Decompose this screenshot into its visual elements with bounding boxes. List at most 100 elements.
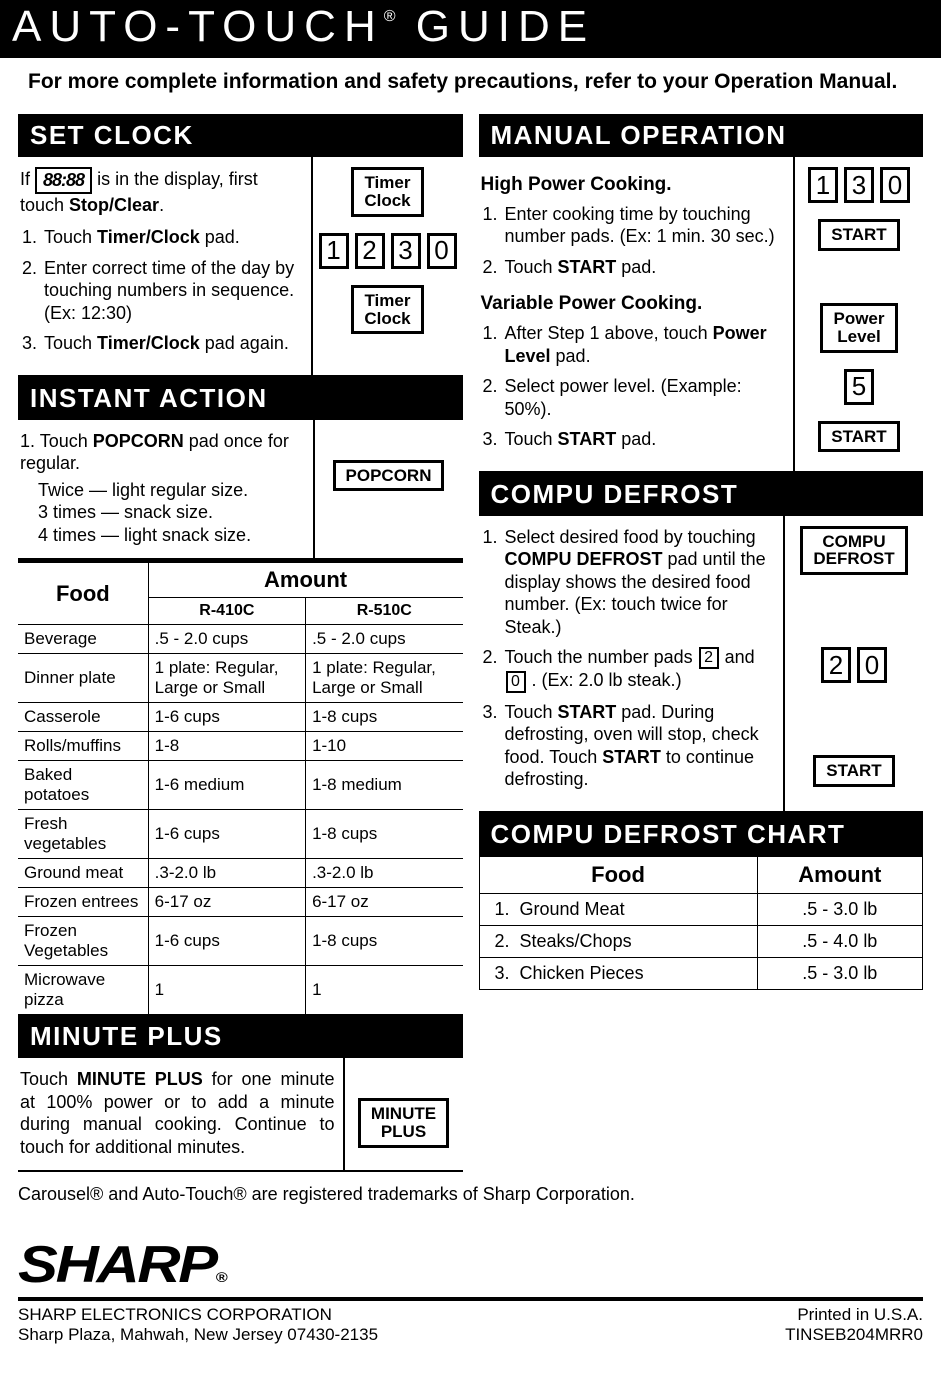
amt-a-cell: 1-6 cups [148,810,305,859]
sc-step-1: Touch Timer/Clock pad. [42,226,303,249]
reg-mark: ® [384,8,396,25]
amt-b-cell: 1-8 cups [306,917,463,966]
table-row: Dinner plate 1 plate: Regular, Large or S… [18,654,463,703]
footer: SHARP® SHARP ELECTRONICS CORPORATION Sha… [0,1235,941,1346]
digit-1: 1 [319,233,349,269]
table-row: 1. Ground Meat.5 - 3.0 lb [479,893,923,925]
power-level-pad-icon: Power Level [820,303,897,353]
compu-defrost-pad-icon: COMPU DEFROST [800,526,907,576]
cd-digit-0: 0 [857,647,887,683]
vp3-b: START [558,429,617,449]
ia-sub3: 4 times — light snack size. [20,524,305,547]
sc3-post: pad again. [200,333,289,353]
sharp-logo-text: SHARP [18,1236,216,1294]
vp1-post: pad. [551,346,591,366]
compu-defrost-text: Select desired food by touching COMPU DE… [479,516,784,811]
cd1-pre: Select desired food by touching [505,527,756,547]
amt-a-cell: 6-17 oz [148,888,305,917]
title-pre: AUTO-TOUCH [12,2,384,51]
amount-hdr-row: Food Amount [18,563,463,598]
food-cell: Frozen Vegetables [18,917,148,966]
start-pad-icon-2: START [818,421,899,453]
amt-b-cell: 1-8 medium [306,761,463,810]
amt-b-cell: 1 plate: Regular, Large or Small [306,654,463,703]
table-row: Beverage.5 - 2.0 cups.5 - 2.0 cups [18,625,463,654]
amt-a-cell: 1-6 cups [148,703,305,732]
compu-defrost-header: COMPU DEFROST [479,473,924,516]
amt-a-cell: 1-6 medium [148,761,305,810]
hp1-pre: Enter cooking time by touching number pa… [505,204,775,247]
inline-digit-0: 0 [506,671,526,693]
amt-b-cell: 6-17 oz [306,888,463,917]
food-cell: Frozen entrees [18,888,148,917]
vp-step-2: Select power level. (Example: 50%). [503,375,786,420]
printed-in: Printed in U.S.A. [797,1305,923,1324]
mo-digit-1: 1 [808,167,838,203]
defrost-rows: 1. Ground Meat.5 - 3.0 lb 2. Steaks/Chop… [479,893,923,989]
minute-plus-header: MINUTE PLUS [18,1015,463,1058]
table-row: Fresh vegetables1-6 cups1-8 cups [18,810,463,859]
cd3-b2: START [602,747,661,767]
table-row: Frozen Vegetables1-6 cups1-8 cups [18,917,463,966]
table-row: Casserole1-6 cups1-8 cups [18,703,463,732]
table-row: 3. Chicken Pieces.5 - 3.0 lb [479,957,923,989]
vp2-pre: Select power level. (Example: 50%). [505,376,742,419]
food-cell: Dinner plate [18,654,148,703]
mo-digit-3: 3 [844,167,874,203]
dc-food-cell: 2. Steaks/Chops [479,925,757,957]
corp-addr: Sharp Plaza, Mahwah, New Jersey 07430-21… [18,1325,378,1344]
right-column: MANUAL OPERATION High Power Cooking. Ent… [479,114,924,1172]
cd2-pre: Touch the number pads [505,647,698,667]
sc-digits: 1 2 3 0 [319,233,457,269]
timer-clock-pad-icon: Timer Clock [351,167,423,217]
cd3-pre: Touch [505,702,558,722]
table-row: Frozen entrees6-17 oz6-17 oz [18,888,463,917]
set-clock-buttons: Timer Clock 1 2 3 0 Timer Clock [311,157,463,375]
compu-defrost-body: Select desired food by touching COMPU DE… [479,516,924,813]
vp1-pre: After Step 1 above, touch [505,323,713,343]
amt-b-cell: .5 - 2.0 cups [306,625,463,654]
footer-left: SHARP ELECTRONICS CORPORATION Sharp Plaz… [18,1305,378,1346]
cd2-mid: and [720,647,755,667]
amount-rows: Beverage.5 - 2.0 cups.5 - 2.0 cupsDinner… [18,625,463,1015]
set-clock-text: If 88:88 is in the display, first touch … [18,157,311,375]
start-pad-icon: START [818,219,899,251]
popcorn-pad-icon: POPCORN [333,460,445,492]
ia-pre: 1. Touch [20,431,93,451]
logo-reg: ® [216,1269,226,1285]
high-steps: Enter cooking time by touching number pa… [481,203,786,279]
vp3-pre: Touch [505,429,558,449]
mo-digits: 1 3 0 [808,167,910,203]
display-8888: 88:88 [35,167,92,194]
minute-plus-pad-icon: MINUTE PLUS [358,1098,449,1148]
amt-b-cell: 1-8 cups [306,703,463,732]
vp3-post: pad. [616,429,656,449]
dc-amt-cell: .5 - 3.0 lb [757,957,922,989]
hp-step-1: Enter cooking time by touching number pa… [503,203,786,248]
table-row: Microwave pizza11 [18,966,463,1015]
intro-text: For more complete information and safety… [0,58,941,114]
timer-clock-pad-icon-2: Timer Clock [351,285,423,335]
sc-step-3: Touch Timer/Clock pad again. [42,332,303,355]
food-cell: Casserole [18,703,148,732]
instant-action-header: INSTANT ACTION [18,377,463,420]
set-clock-steps: Touch Timer/Clock pad. Enter correct tim… [20,226,303,355]
hp2-pre: Touch [505,257,558,277]
cd3-b1: START [558,702,617,722]
cd-digit-2: 2 [821,647,851,683]
digit-2: 2 [355,233,385,269]
manual-op-body: High Power Cooking. Enter cooking time b… [479,157,924,473]
amount-table-wrap: Food Amount R-410C R-510C Beverage.5 - 2… [18,558,463,1015]
manual-op-buttons: 1 3 0 START Power Level 5 START [793,157,923,471]
corp-name: SHARP ELECTRONICS CORPORATION [18,1305,332,1324]
sc-step-2: Enter correct time of the day by touchin… [42,257,303,325]
sc1-post: pad. [200,227,240,247]
ia-sub1: Twice — light regular size. [20,479,305,502]
amt-b-cell: 1-10 [306,732,463,761]
set-clock-header: SET CLOCK [18,114,463,157]
table-row: Baked potatoes1-6 medium1-8 medium [18,761,463,810]
amount-table: Food Amount R-410C R-510C Beverage.5 - 2… [18,562,463,1015]
amt-a-cell: 1-6 cups [148,917,305,966]
ia-b: POPCORN [93,431,184,451]
compu-chart-header: COMPU DEFROST CHART [479,813,924,856]
